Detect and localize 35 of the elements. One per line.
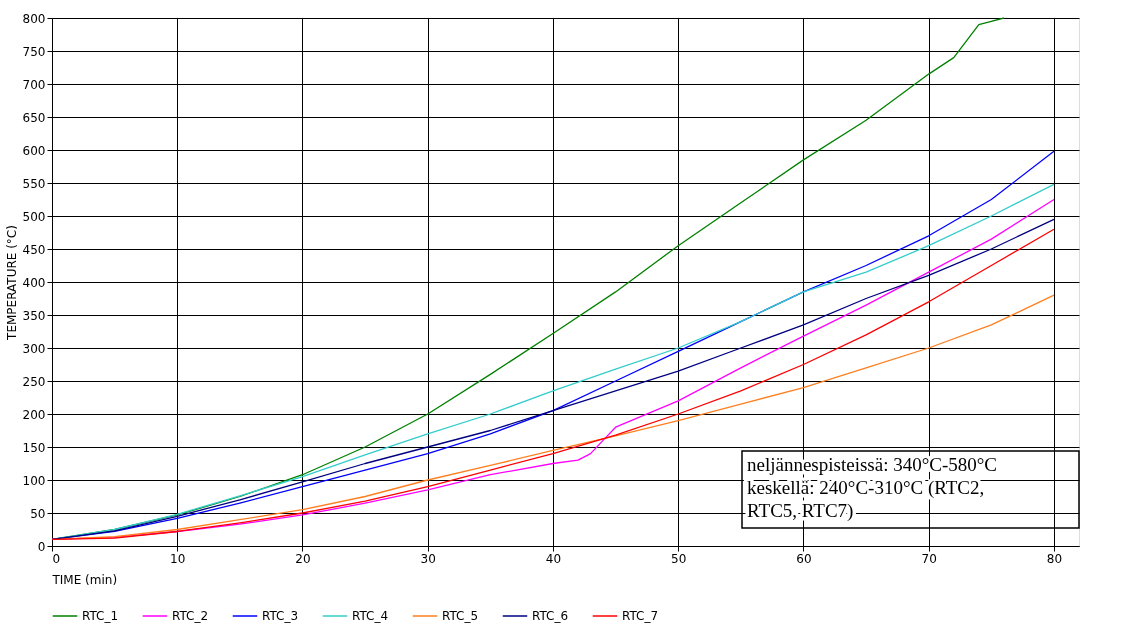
y-tick-label: 700: [22, 77, 46, 92]
y-tick-label: 350: [22, 308, 46, 323]
x-tick-label: 50: [671, 551, 687, 566]
x-tick-label: 20: [295, 551, 311, 566]
x-axis-title: TIME (min): [51, 572, 118, 587]
y-axis-title: TEMPERATURE (°C): [4, 225, 19, 341]
legend-label: RTC_4: [352, 609, 389, 623]
x-tick-label: 40: [545, 551, 562, 566]
y-tick-label: 550: [22, 176, 46, 191]
y-tick-label: 400: [22, 275, 46, 290]
y-tick-label: 200: [22, 407, 46, 422]
y-tick-label: 450: [22, 242, 46, 257]
legend-label: RTC_1: [82, 609, 119, 623]
x-tick-label: 60: [796, 551, 812, 566]
y-tick-label: 500: [22, 209, 46, 224]
y-tick-label: 50: [30, 506, 46, 521]
x-tick-label: 0: [52, 551, 61, 566]
y-tick-label: 250: [22, 374, 46, 389]
y-tick-label: 600: [22, 143, 46, 158]
y-tick-label: 800: [22, 11, 46, 26]
legend-label: RTC_7: [622, 609, 659, 623]
legend-label: RTC_5: [442, 609, 479, 623]
x-tick-label: 30: [420, 551, 436, 566]
legend-label: RTC_3: [262, 609, 299, 623]
y-tick-label: 300: [22, 341, 46, 356]
x-tick-label: 10: [170, 551, 186, 566]
y-tick-label: 150: [22, 440, 46, 455]
y-tick-label: 650: [22, 110, 46, 125]
legend-label: RTC_2: [172, 609, 209, 623]
legend-label: RTC_6: [532, 609, 569, 623]
y-tick-label: 750: [22, 44, 46, 59]
y-tick-label: 100: [22, 473, 46, 488]
x-tick-label: 80: [1046, 551, 1063, 566]
x-tick-label: 70: [921, 551, 937, 566]
y-tick-label: 0: [37, 539, 46, 554]
